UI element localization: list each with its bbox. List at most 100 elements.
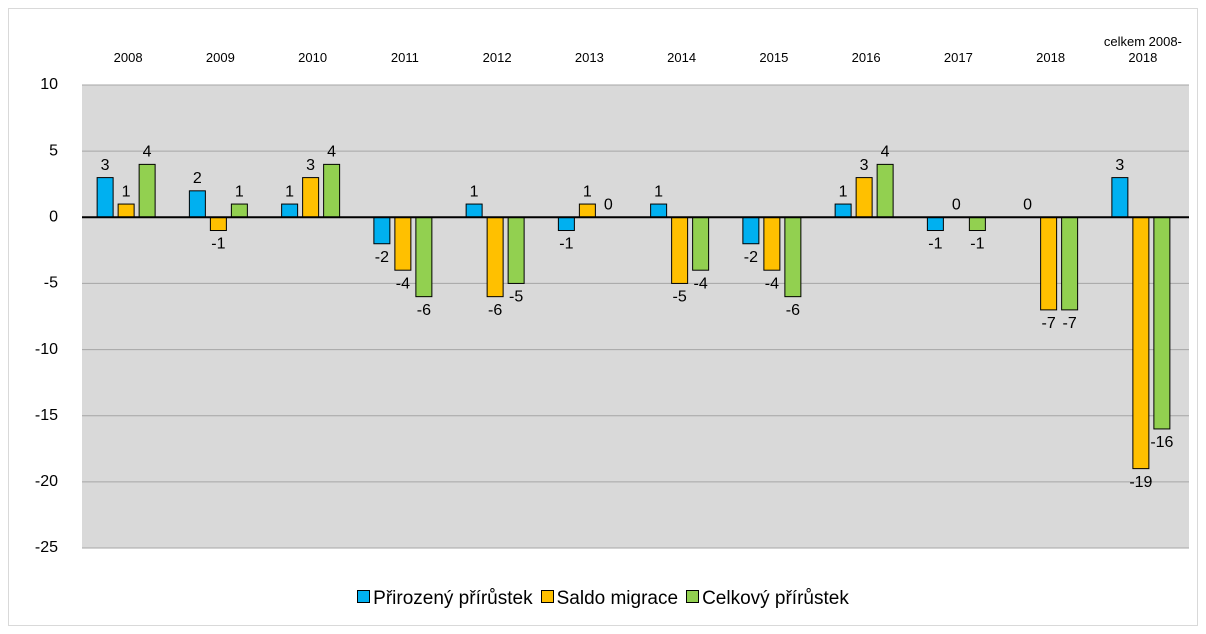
data-label: 3 <box>1115 157 1124 174</box>
bar <box>465 203 483 218</box>
legend-swatch <box>357 590 371 603</box>
legend: Přirozený přírůstek Saldo migrace Celkový … <box>0 588 1206 610</box>
data-label: -6 <box>488 302 502 319</box>
x-tick-label: 2014 <box>667 50 697 65</box>
x-tick-label: 2008 <box>113 50 143 65</box>
data-label: -19 <box>1129 474 1152 491</box>
data-label: -1 <box>559 236 573 253</box>
data-label: -4 <box>694 275 708 292</box>
bar <box>671 216 689 284</box>
bar <box>373 216 391 245</box>
bar <box>188 190 206 218</box>
data-label: -16 <box>1150 434 1173 451</box>
data-label: -4 <box>396 275 410 292</box>
bar <box>968 216 986 232</box>
bar <box>557 216 575 232</box>
bar <box>230 203 248 218</box>
data-label: 1 <box>654 183 663 200</box>
bar <box>763 216 781 271</box>
y-tick-label: -25 <box>35 539 58 556</box>
legend-label: Saldo migrace <box>556 588 679 609</box>
x-tick-label: 2016 <box>851 50 881 65</box>
bar <box>507 216 525 284</box>
y-tick-label: 0 <box>49 209 58 226</box>
bar <box>742 216 760 245</box>
data-label: 1 <box>839 183 848 200</box>
bar <box>96 177 114 218</box>
bar <box>692 216 710 271</box>
bar <box>1061 216 1079 311</box>
legend-item: Saldo migrace <box>540 588 679 610</box>
bar <box>926 216 944 232</box>
y-tick-label: 10 <box>40 76 58 93</box>
data-label: 3 <box>860 157 869 174</box>
data-label: -5 <box>509 289 523 306</box>
y-tick-label: -10 <box>35 341 58 358</box>
data-label: 0 <box>604 197 613 214</box>
chart-border <box>8 8 1198 626</box>
x-tick-label: 2017 <box>943 50 973 65</box>
bar <box>876 163 894 218</box>
bar <box>415 216 433 298</box>
bar <box>1111 177 1129 218</box>
data-label: -6 <box>417 302 431 319</box>
data-label: 4 <box>881 144 890 161</box>
data-label: 1 <box>235 183 244 200</box>
legend-item: Přirozený přírůstek <box>357 588 533 610</box>
plot-area <box>82 85 1189 548</box>
x-tick-label: 2010 <box>298 50 328 65</box>
data-label: 2 <box>193 170 202 187</box>
bar <box>302 177 320 218</box>
legend-swatch <box>540 590 554 603</box>
data-label: -6 <box>786 302 800 319</box>
data-label: 1 <box>122 183 131 200</box>
y-tick-label: -20 <box>35 473 58 490</box>
data-label: 1 <box>470 183 479 200</box>
y-tick-label: -15 <box>35 407 58 424</box>
bar <box>138 163 156 218</box>
data-label: 1 <box>583 183 592 200</box>
bar <box>323 163 341 218</box>
bar <box>855 177 873 218</box>
bar <box>209 216 227 232</box>
bar <box>834 203 852 218</box>
legend-label: Přirozený přírůstek <box>373 588 533 609</box>
data-label: -7 <box>1063 315 1077 332</box>
x-tick-label: 2018 <box>1036 50 1066 65</box>
data-label: 4 <box>327 144 336 161</box>
bar <box>117 203 135 218</box>
data-label: -1 <box>211 236 225 253</box>
data-label: 3 <box>101 157 110 174</box>
data-label: -4 <box>765 275 779 292</box>
legend-item: Celkový přírůstek <box>686 588 849 610</box>
bar <box>281 203 299 218</box>
data-label: 4 <box>143 144 152 161</box>
x-tick-label: 2013 <box>574 50 604 65</box>
data-label: -2 <box>744 249 758 266</box>
bar <box>578 203 596 218</box>
bar <box>394 216 412 271</box>
bar <box>784 216 802 298</box>
bar <box>650 203 668 218</box>
bar <box>1040 216 1058 311</box>
legend-swatch <box>686 590 700 603</box>
data-label: -2 <box>375 249 389 266</box>
x-tick-label: celkem 2008-2018 <box>1103 34 1182 65</box>
data-label: -1 <box>970 236 984 253</box>
y-tick-label: 5 <box>49 142 58 159</box>
data-label: -7 <box>1042 315 1056 332</box>
y-tick-label: -5 <box>44 275 58 292</box>
data-label: -5 <box>673 289 687 306</box>
data-label: -1 <box>928 236 942 253</box>
bar <box>1132 216 1150 470</box>
legend-label: Celkový přírůstek <box>702 588 849 609</box>
bar <box>486 216 504 298</box>
bar <box>1153 216 1171 430</box>
data-label: 1 <box>285 183 294 200</box>
x-tick-label: 2009 <box>205 50 235 65</box>
x-tick-label: 2012 <box>482 50 512 65</box>
data-label: 0 <box>952 197 961 214</box>
data-label: 3 <box>306 157 315 174</box>
